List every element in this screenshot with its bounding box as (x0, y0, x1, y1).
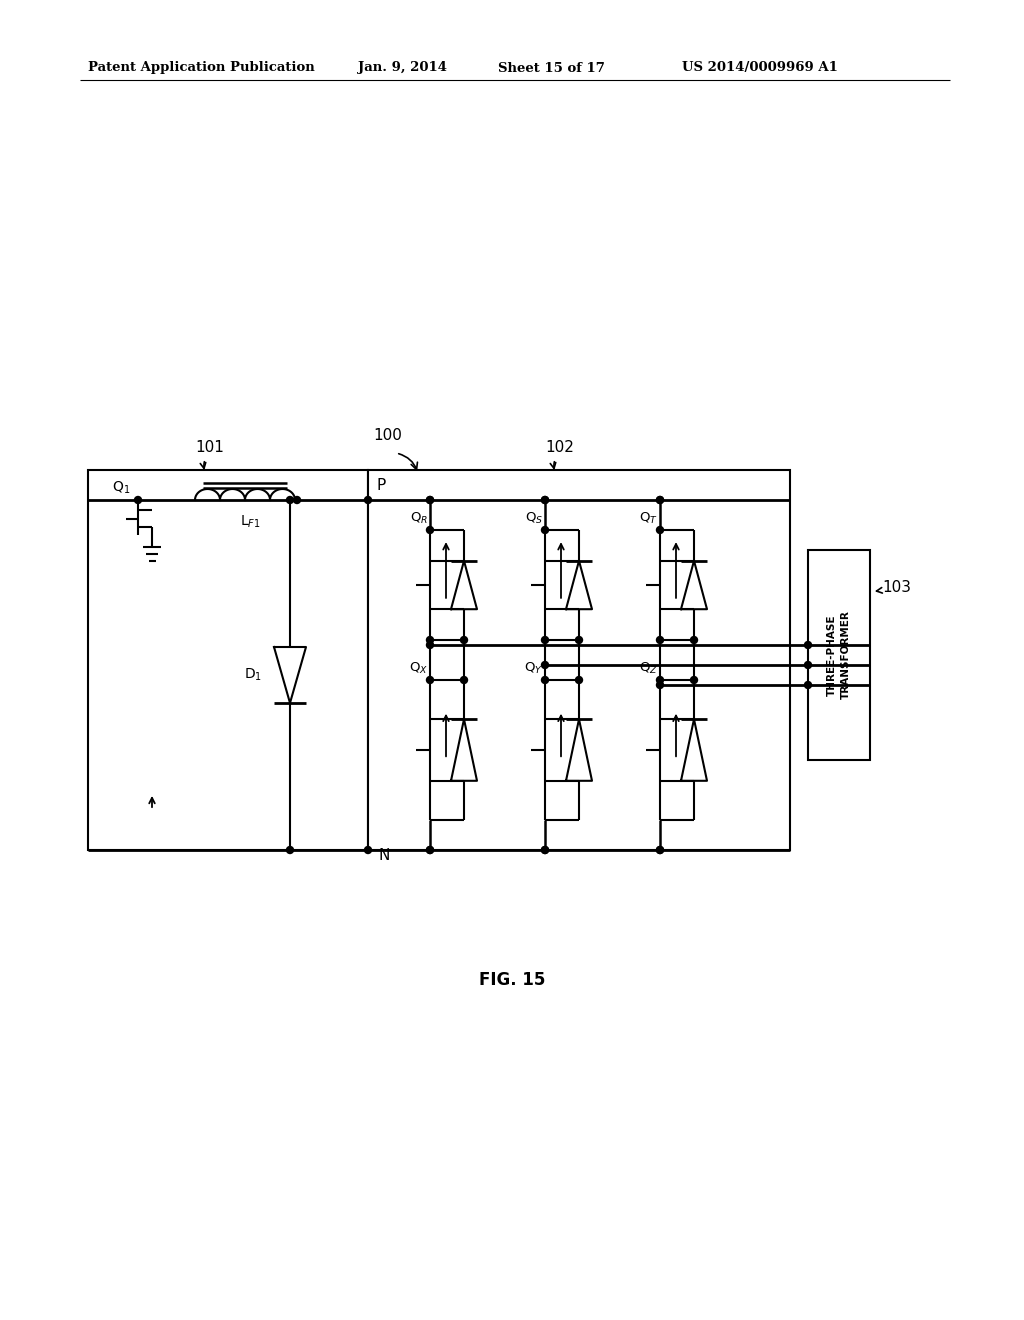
Circle shape (542, 636, 549, 644)
Text: Jan. 9, 2014: Jan. 9, 2014 (358, 62, 447, 74)
Circle shape (427, 496, 433, 503)
FancyArrowPatch shape (398, 454, 418, 470)
Text: P: P (376, 479, 385, 494)
Text: L$_{F1}$: L$_{F1}$ (240, 513, 260, 531)
Text: Sheet 15 of 17: Sheet 15 of 17 (498, 62, 605, 74)
Circle shape (656, 636, 664, 644)
Circle shape (427, 846, 433, 854)
Circle shape (542, 496, 549, 503)
Circle shape (690, 636, 697, 644)
Text: 103: 103 (882, 581, 911, 595)
Circle shape (542, 676, 549, 684)
FancyArrowPatch shape (201, 462, 206, 469)
FancyArrowPatch shape (550, 462, 556, 469)
Text: THREE-PHASE
TRANSFORMER: THREE-PHASE TRANSFORMER (827, 611, 851, 700)
Circle shape (542, 661, 549, 668)
Circle shape (287, 846, 294, 854)
Bar (88, 470, 368, 850)
Circle shape (656, 846, 664, 854)
Circle shape (427, 642, 433, 648)
Text: Q$_R$: Q$_R$ (410, 511, 428, 525)
Text: Q$_X$: Q$_X$ (409, 660, 428, 676)
Bar (808, 550, 870, 760)
Circle shape (805, 661, 811, 668)
Circle shape (365, 846, 372, 854)
Text: 101: 101 (196, 440, 224, 454)
Bar (368, 470, 790, 850)
Text: N: N (378, 847, 389, 862)
Circle shape (427, 636, 433, 644)
Circle shape (656, 527, 664, 533)
Text: Patent Application Publication: Patent Application Publication (88, 62, 314, 74)
Circle shape (656, 496, 664, 503)
Circle shape (542, 496, 549, 503)
Circle shape (805, 642, 811, 648)
Circle shape (134, 496, 141, 503)
Circle shape (575, 676, 583, 684)
Circle shape (461, 636, 468, 644)
Text: Q$_1$: Q$_1$ (112, 479, 130, 496)
Circle shape (365, 496, 372, 503)
Text: Q$_T$: Q$_T$ (639, 511, 658, 525)
Circle shape (287, 496, 294, 503)
Circle shape (542, 527, 549, 533)
Circle shape (542, 846, 549, 854)
Text: Q$_Y$: Q$_Y$ (524, 660, 543, 676)
Circle shape (427, 676, 433, 684)
Circle shape (427, 846, 433, 854)
Circle shape (461, 676, 468, 684)
Circle shape (575, 636, 583, 644)
Circle shape (427, 496, 433, 503)
Text: Q$_Z$: Q$_Z$ (639, 660, 658, 676)
Circle shape (690, 676, 697, 684)
Text: Q$_S$: Q$_S$ (525, 511, 543, 525)
Text: US 2014/0009969 A1: US 2014/0009969 A1 (682, 62, 838, 74)
Circle shape (427, 527, 433, 533)
FancyArrowPatch shape (877, 587, 883, 593)
Circle shape (656, 846, 664, 854)
Text: 102: 102 (546, 440, 574, 454)
Circle shape (294, 496, 300, 503)
Circle shape (656, 676, 664, 684)
Circle shape (805, 681, 811, 689)
Circle shape (542, 846, 549, 854)
Text: 100: 100 (374, 428, 402, 442)
Circle shape (656, 496, 664, 503)
Text: D$_1$: D$_1$ (244, 667, 262, 684)
Circle shape (656, 681, 664, 689)
Text: FIG. 15: FIG. 15 (479, 972, 545, 989)
